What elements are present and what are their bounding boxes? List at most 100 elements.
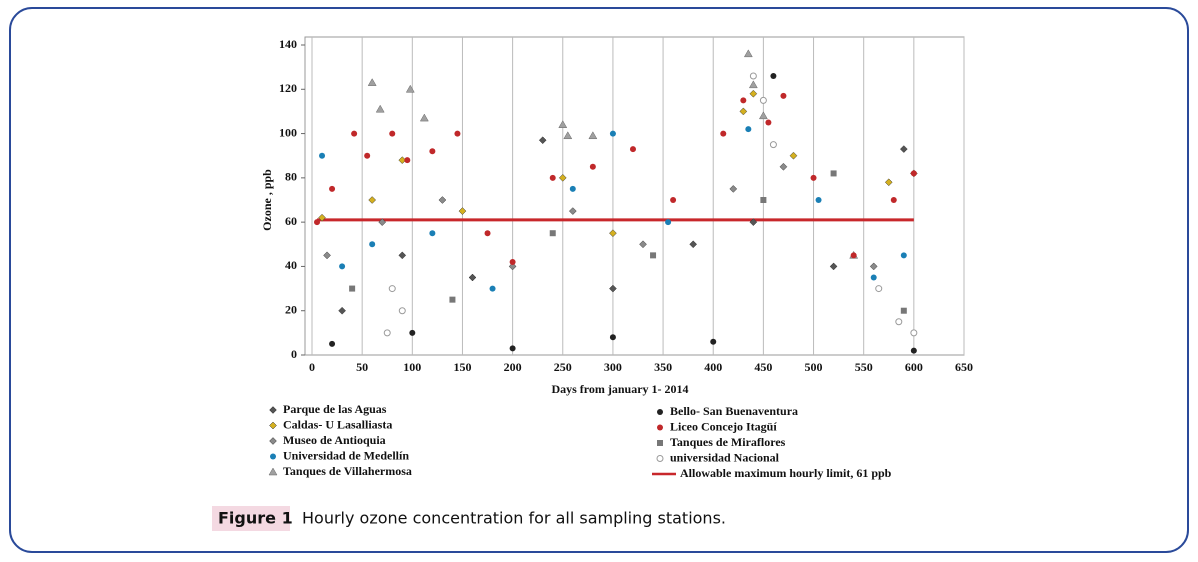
data-point (689, 240, 698, 249)
data-point (588, 131, 598, 140)
figure-label-bg (212, 506, 290, 531)
data-point (489, 285, 496, 292)
y-tick-label: 80 (285, 170, 297, 184)
data-point (323, 251, 331, 260)
x-tick-label: 300 (604, 360, 622, 374)
data-point (780, 92, 787, 99)
data-point (329, 185, 336, 192)
data-point (910, 170, 917, 177)
legend-label: Tanques de Villahermosa (283, 464, 412, 478)
data-point (404, 157, 411, 164)
x-tick-label: 250 (554, 360, 572, 374)
data-point (318, 213, 326, 222)
data-point (749, 89, 758, 98)
legend-marker (656, 455, 664, 462)
data-point (829, 262, 838, 271)
data-point (740, 97, 747, 104)
data-point (549, 174, 556, 181)
data-point (869, 262, 878, 271)
data-point (468, 273, 477, 282)
data-point (670, 197, 677, 203)
data-point (609, 334, 616, 341)
figure-border (9, 7, 1189, 553)
data-point (398, 251, 407, 260)
data-point (910, 347, 917, 354)
y-tick-label: 60 (285, 214, 297, 228)
legend-label: Parque de las Aguas (283, 402, 387, 416)
data-point (589, 163, 596, 170)
x-tick-label: 200 (504, 360, 522, 374)
data-point (509, 345, 516, 352)
data-point (568, 207, 577, 215)
data-point (910, 329, 918, 337)
legend-marker (657, 440, 663, 446)
data-point (609, 284, 617, 293)
data-point (398, 307, 406, 315)
data-point (850, 252, 857, 259)
data-point (899, 145, 908, 153)
legend-marker (657, 424, 663, 431)
legend-marker (269, 437, 277, 445)
caption: Hourly ozone concentration for all sampl… (302, 509, 726, 528)
legend-label: Liceo Concejo Itagüí (670, 419, 777, 433)
y-tick-label: 100 (279, 125, 297, 139)
data-point (769, 141, 777, 149)
x-tick-label: 600 (905, 360, 923, 374)
data-point (743, 49, 753, 58)
data-point (449, 296, 456, 303)
data-point (745, 126, 752, 133)
x-tick-label: 0 (309, 360, 315, 374)
data-point (884, 178, 893, 187)
legend-marker (269, 421, 277, 430)
data-point (319, 152, 326, 159)
y-tick-label: 120 (279, 81, 297, 95)
data-point (665, 219, 672, 226)
data-point (367, 78, 377, 86)
data-point (375, 104, 385, 113)
data-point (458, 207, 467, 215)
legend-label: Museo de Antioquia (283, 433, 386, 447)
data-point (789, 151, 798, 160)
data-point (364, 152, 371, 159)
data-point (810, 174, 817, 181)
data-point (509, 259, 516, 265)
data-point (383, 329, 391, 337)
data-point (369, 241, 376, 248)
data-point (749, 218, 758, 226)
legend-label: Tanques de Miraflores (670, 435, 786, 449)
legend-marker (268, 467, 278, 476)
data-point (368, 196, 377, 204)
x-tick-label: 350 (654, 360, 672, 374)
y-tick-label: 140 (279, 37, 297, 51)
data-point (759, 96, 767, 104)
data-point (650, 252, 657, 259)
data-point (405, 84, 415, 93)
y-tick-label: 20 (285, 302, 297, 316)
x-tick-label: 150 (453, 360, 471, 374)
data-point (339, 263, 346, 270)
data-point (870, 274, 877, 281)
data-point (770, 73, 777, 79)
legend-label: Bello- San Buenaventura (670, 404, 798, 418)
data-point (438, 196, 447, 204)
x-tick-label: 500 (805, 360, 823, 374)
data-point (549, 230, 556, 237)
data-point (338, 306, 346, 315)
data-point (900, 252, 907, 259)
data-point (875, 285, 883, 293)
data-point (760, 197, 767, 203)
x-tick-label: 650 (955, 360, 973, 374)
x-tick-label: 100 (403, 360, 421, 374)
y-tick-label: 40 (285, 258, 297, 272)
data-point (329, 340, 336, 347)
data-point (739, 107, 748, 116)
data-point (765, 119, 772, 126)
x-axis-label: Days from january 1- 2014 (551, 382, 688, 396)
legend-label: Universidad de Medellín (283, 448, 409, 462)
data-point (779, 162, 788, 171)
data-point (758, 111, 768, 120)
data-point (388, 285, 396, 293)
data-point (538, 136, 547, 145)
data-point (815, 197, 822, 203)
